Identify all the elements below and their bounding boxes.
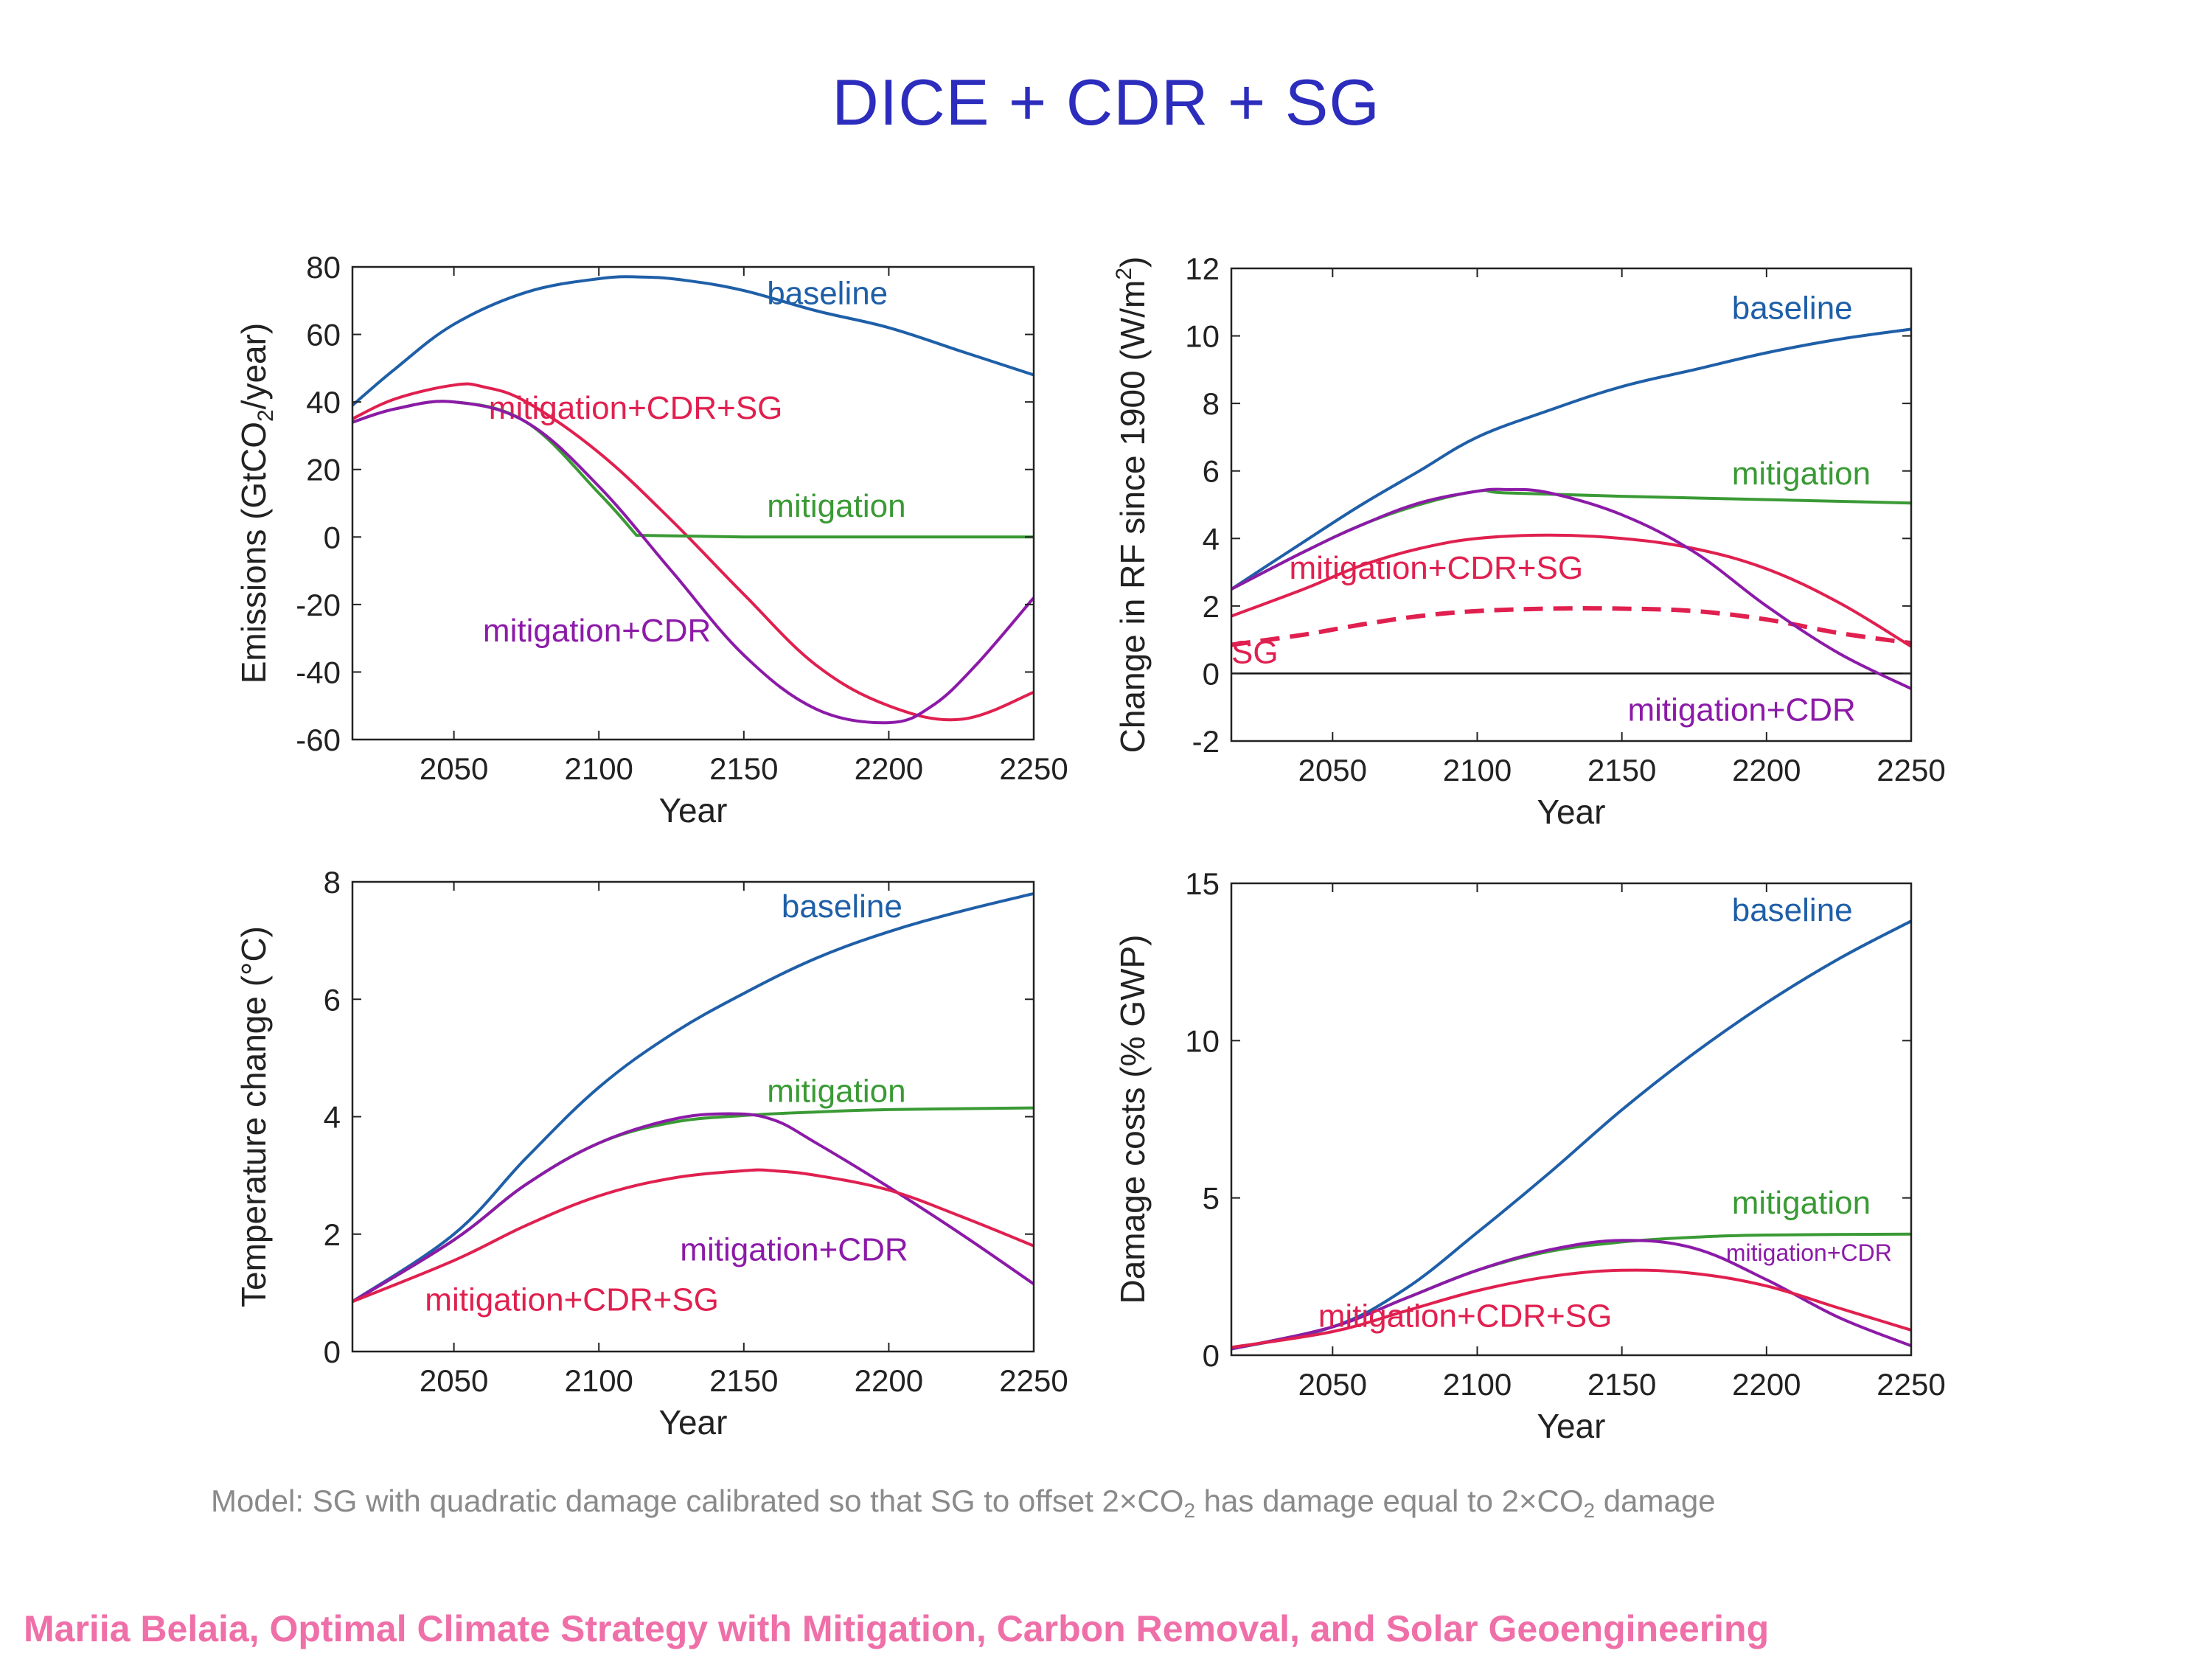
chart-panel-forcing: baseline mitigation mitigation+CDR+SG SG mit… — [1112, 251, 1946, 831]
y-tick-label: 60 — [306, 318, 341, 352]
y-tick-label: 6 — [1203, 454, 1220, 489]
x-tick-label: 2050 — [420, 751, 488, 786]
y-tick-label: 8 — [324, 865, 341, 900]
plot-frame — [1230, 267, 1913, 742]
model-footnote: Model: SG with quadratic damage calibrat… — [211, 1484, 1716, 1523]
y-tick-label: 5 — [1203, 1181, 1220, 1216]
x-tick-label: 2250 — [999, 1363, 1068, 1398]
y-tick-label: 4 — [324, 1100, 341, 1135]
y-axis-label: Change in RF since 1900 (W/m2) — [1112, 257, 1152, 754]
x-tick-label: 2200 — [855, 751, 923, 786]
x-tick-label: 2250 — [999, 751, 1068, 786]
y-tick-label: 0 — [1203, 1338, 1220, 1373]
y-axis-label: Temperature change (°C) — [234, 926, 273, 1307]
series-label-baseline: baseline — [767, 275, 888, 311]
y-tick-label: 0 — [1203, 656, 1220, 691]
plot-frame — [1230, 882, 1913, 1357]
y-tick-label: 80 — [306, 250, 341, 285]
series-line-mitigation-cdr-sg — [1231, 533, 1913, 648]
series-line-mitigation-cdr-sg — [1231, 1268, 1912, 1349]
y-tick-label: 2 — [324, 1217, 341, 1252]
y-tick-label: 0 — [324, 520, 341, 554]
footnote-text-2: has damage equal to 2×CO — [1195, 1484, 1584, 1518]
series-label-mitigation: mitigation — [767, 1074, 905, 1110]
series-line-mitigation-cdr-sg — [352, 1168, 1034, 1304]
series-label-sg: SG — [1231, 635, 1279, 671]
series-label-mitigation-cdr: mitigation+CDR — [680, 1232, 908, 1268]
series-line-baseline — [1230, 327, 1912, 591]
series-label-mitigation-cdr: mitigation+CDR — [1726, 1239, 1892, 1266]
x-axis-label: Year — [659, 1403, 728, 1441]
chart-panel-damage: baseline mitigation mitigation+CDR mitigati… — [1113, 866, 1946, 1445]
x-axis-label: Year — [1537, 793, 1606, 831]
y-tick-label: 6 — [324, 982, 341, 1017]
y-tick-label: -20 — [296, 588, 341, 622]
series-line-mitigation-cdr — [352, 400, 1035, 725]
y-axis-label: Emissions (GtCO2/year) — [234, 323, 278, 684]
y-tick-label: 12 — [1185, 251, 1220, 286]
footnote-sub-1: 2 — [1183, 1499, 1196, 1522]
series-line-sg — [1231, 606, 1912, 647]
y-tick-label: 15 — [1185, 866, 1220, 901]
series-label-mitigation: mitigation — [767, 488, 905, 524]
y-tick-label: 20 — [306, 453, 341, 487]
x-tick-label: 2050 — [420, 1363, 488, 1398]
x-axis-label: Year — [659, 791, 728, 830]
x-tick-label: 2150 — [1587, 1367, 1656, 1402]
y-tick-label: -2 — [1192, 724, 1220, 759]
series-label-mitigation: mitigation — [1732, 456, 1871, 492]
x-tick-label: 2100 — [564, 1363, 633, 1398]
chart-panel-emissions: baseline mitigation+CDR+SG mitigation mitig… — [234, 250, 1068, 830]
series-line-mitigation-cdr — [1231, 487, 1912, 690]
plot-frame — [351, 265, 1035, 741]
author-credit: Mariia Belaia, Optimal Climate Strategy … — [24, 1608, 1770, 1649]
y-tick-label: -60 — [296, 723, 341, 757]
footnote-sub-2: 2 — [1583, 1499, 1596, 1522]
series-label-baseline: baseline — [1732, 892, 1853, 928]
series-label-mitigation-cdr-sg: mitigation+CDR+SG — [489, 390, 783, 426]
series-line-baseline — [351, 275, 1034, 407]
x-tick-label: 2100 — [1443, 1367, 1512, 1402]
x-tick-label: 2050 — [1298, 753, 1367, 787]
series-label-mitigation-cdr-sg: mitigation+CDR+SG — [1289, 550, 1583, 586]
x-axis-label: Year — [1537, 1407, 1606, 1445]
x-tick-label: 2250 — [1877, 753, 1945, 787]
x-tick-label: 2200 — [1732, 1367, 1801, 1402]
series-line-baseline — [1231, 919, 1912, 1351]
x-tick-label: 2150 — [709, 1363, 778, 1398]
chart-panel-temperature: baseline mitigation mitigation+CDR mitigati… — [234, 865, 1068, 1441]
series-label-mitigation-cdr: mitigation+CDR — [1628, 692, 1856, 728]
x-tick-label: 2100 — [1443, 753, 1512, 787]
y-tick-label: 40 — [306, 385, 341, 420]
y-tick-label: 2 — [1203, 589, 1220, 624]
x-tick-label: 2100 — [564, 751, 633, 786]
x-tick-label: 2050 — [1298, 1367, 1367, 1402]
series-line-baseline — [351, 891, 1034, 1303]
x-tick-label: 2150 — [1587, 753, 1656, 787]
slide-title: DICE + CDR + SG — [832, 66, 1380, 139]
y-tick-label: 4 — [1203, 521, 1220, 556]
y-tick-label: 10 — [1185, 319, 1220, 354]
footnote-text-1: Model: SG with quadratic damage calibrat… — [211, 1484, 1184, 1518]
y-tick-label: 0 — [324, 1335, 341, 1369]
series-label-mitigation-cdr: mitigation+CDR — [483, 613, 711, 649]
series-label-mitigation: mitigation — [1732, 1185, 1871, 1221]
x-tick-label: 2200 — [1732, 753, 1801, 787]
footnote-text-3: damage — [1595, 1484, 1716, 1518]
series-label-mitigation-cdr-sg: mitigation+CDR+SG — [425, 1281, 719, 1318]
series-line-mitigation-cdr-sg — [352, 382, 1034, 722]
series-label-baseline: baseline — [782, 888, 902, 925]
series-line-mitigation-cdr — [351, 1112, 1035, 1304]
y-tick-label: 8 — [1203, 386, 1220, 421]
x-tick-label: 2200 — [855, 1363, 923, 1398]
x-tick-label: 2250 — [1877, 1367, 1945, 1402]
x-tick-label: 2150 — [709, 751, 778, 786]
y-tick-label: -40 — [296, 655, 341, 689]
series-label-baseline: baseline — [1732, 291, 1853, 327]
series-line-mitigation-cdr — [1231, 1239, 1912, 1351]
y-axis-label: Damage costs (% GWP) — [1113, 935, 1152, 1304]
y-tick-label: 10 — [1185, 1023, 1220, 1058]
series-label-mitigation-cdr-sg: mitigation+CDR+SG — [1318, 1298, 1613, 1335]
